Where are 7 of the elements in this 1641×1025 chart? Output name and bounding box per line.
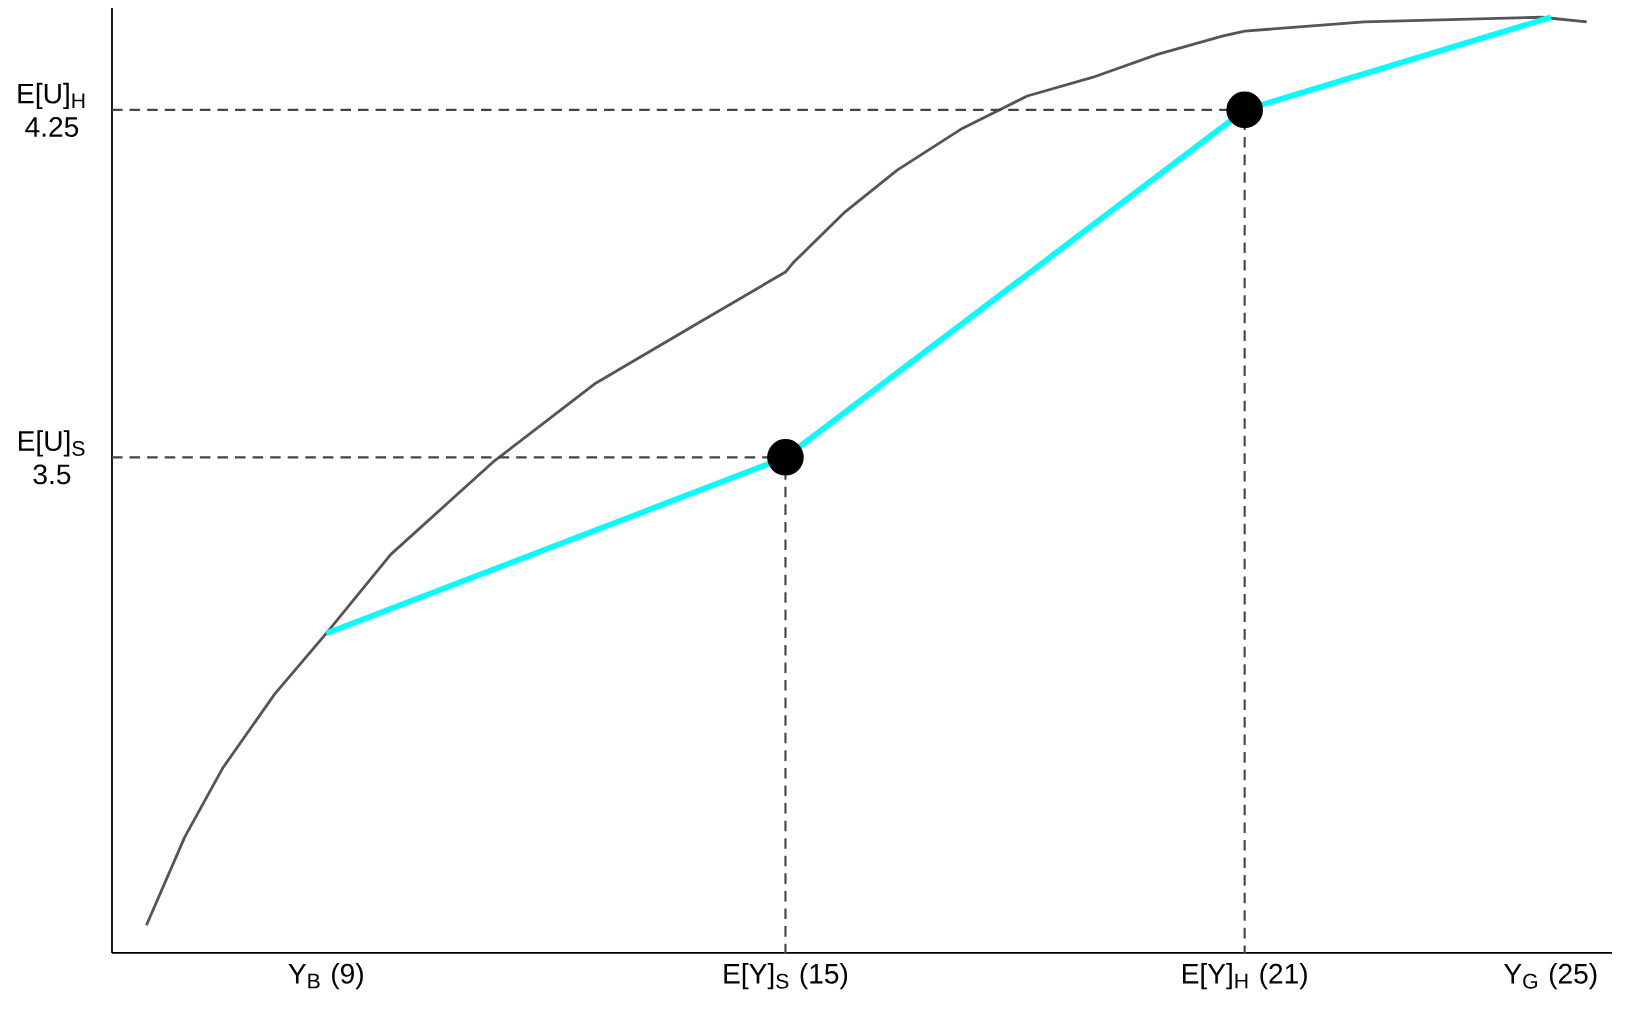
x-tick-label: Y$_{B}$ (9) [288, 963, 363, 990]
y-tick-label: E[U]$_{S}$ 3.5 [18, 430, 85, 485]
line-series [145, 15, 1589, 927]
x-tick-label: E[Y]$_{S}$ (15) [724, 963, 848, 990]
x-tick-label: Y$_{G}$ (25) [1504, 963, 1597, 990]
y-tick-label: E[U]$_{H}$ 4.25 [18, 82, 85, 137]
x-tick-label: E[Y]$_{H}$ (21) [1183, 963, 1307, 990]
